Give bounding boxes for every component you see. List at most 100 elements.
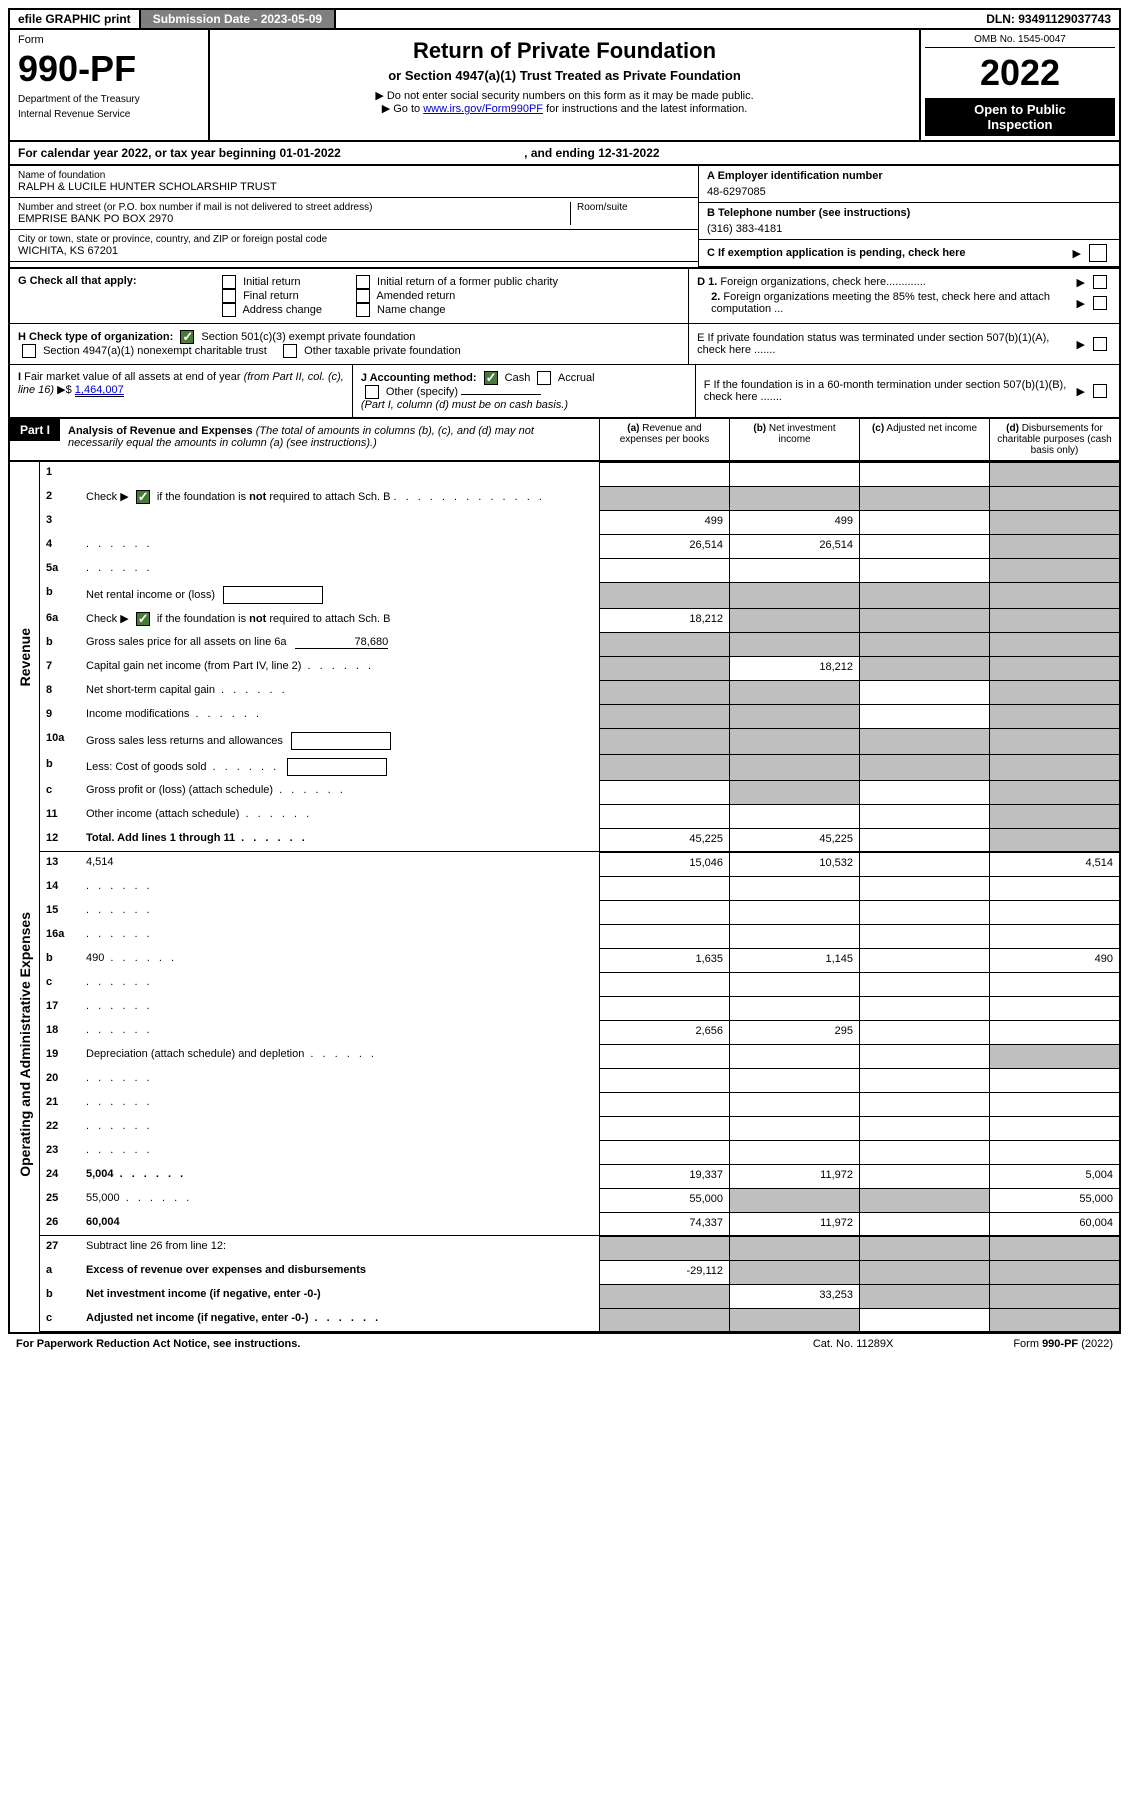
table-row: 9Income modifications . . . . . . — [40, 704, 1119, 728]
exemption-checkbox[interactable] — [1089, 244, 1107, 262]
table-row: b490 . . . . . .1,6351,145490 — [40, 948, 1119, 972]
line-description: Net investment income (if negative, ente… — [80, 1284, 599, 1308]
other-method-checkbox[interactable] — [365, 385, 379, 399]
value-cell: 10,532 — [729, 852, 859, 876]
form-subtitle: or Section 4947(a)(1) Trust Treated as P… — [218, 68, 911, 83]
line-number: 13 — [40, 852, 80, 876]
value-cell — [989, 462, 1119, 486]
value-cell — [599, 656, 729, 680]
value-cell: 11,972 — [729, 1212, 859, 1235]
efile-label: efile GRAPHIC print — [10, 10, 139, 28]
value-cell — [729, 582, 859, 608]
value-cell — [989, 1068, 1119, 1092]
line-description: Adjusted net income (if negative, enter … — [80, 1308, 599, 1331]
value-cell — [729, 486, 859, 510]
d1-checkbox[interactable] — [1093, 275, 1107, 289]
value-cell — [729, 1116, 859, 1140]
value-cell: 33,253 — [729, 1284, 859, 1308]
accrual-checkbox[interactable] — [537, 371, 551, 385]
4947-checkbox[interactable] — [22, 344, 36, 358]
value-cell — [989, 876, 1119, 900]
col-a-head: (a) Revenue and expenses per books — [599, 419, 729, 460]
line-description: 5,004 . . . . . . — [80, 1164, 599, 1188]
value-cell — [989, 828, 1119, 851]
table-row: c . . . . . . — [40, 972, 1119, 996]
line-number: a — [40, 1260, 80, 1284]
initial-return-checkbox[interactable] — [222, 275, 236, 289]
value-cell — [989, 804, 1119, 828]
revenue-side-label: Revenue — [17, 628, 33, 686]
value-cell — [989, 534, 1119, 558]
line-description: . . . . . . — [80, 1092, 599, 1116]
line-description: Net rental income or (loss) — [80, 582, 599, 608]
line-number: b — [40, 754, 80, 780]
cash-checkbox[interactable] — [484, 371, 498, 385]
e-label: E If private foundation status was termi… — [697, 332, 1072, 356]
value-cell — [989, 558, 1119, 582]
value-cell — [729, 900, 859, 924]
value-cell — [989, 1140, 1119, 1164]
line-number: 27 — [40, 1236, 80, 1260]
value-cell: 490 — [989, 948, 1119, 972]
value-cell — [989, 510, 1119, 534]
line-number: 18 — [40, 1020, 80, 1044]
table-row: bNet rental income or (loss) — [40, 582, 1119, 608]
value-cell: 26,514 — [729, 534, 859, 558]
f-label: F If the foundation is in a 60-month ter… — [704, 379, 1073, 403]
line-number: 16a — [40, 924, 80, 948]
line-description: . . . . . . — [80, 900, 599, 924]
table-row: 21 . . . . . . — [40, 1092, 1119, 1116]
table-row: 19Depreciation (attach schedule) and dep… — [40, 1044, 1119, 1068]
final-return-checkbox[interactable] — [222, 289, 236, 303]
fmv-value[interactable]: 1,464,007 — [75, 384, 124, 397]
line-number: c — [40, 780, 80, 804]
table-row: 16a . . . . . . — [40, 924, 1119, 948]
line-description — [80, 510, 599, 534]
table-row: 6aCheck ▶ if the foundation is not requi… — [40, 608, 1119, 632]
initial-former-checkbox[interactable] — [356, 275, 370, 289]
line-description: . . . . . . — [80, 1116, 599, 1140]
irs-link[interactable]: www.irs.gov/Form990PF — [423, 103, 543, 115]
address-change-checkbox[interactable] — [222, 303, 236, 317]
value-cell: 26,514 — [599, 534, 729, 558]
line-number: 9 — [40, 704, 80, 728]
line-number: 8 — [40, 680, 80, 704]
value-cell — [729, 1308, 859, 1331]
f-checkbox[interactable] — [1093, 384, 1107, 398]
value-cell — [989, 972, 1119, 996]
line-number: 6a — [40, 608, 80, 632]
value-cell — [729, 1260, 859, 1284]
value-cell: 18,212 — [729, 656, 859, 680]
value-cell — [859, 924, 989, 948]
value-cell — [729, 608, 859, 632]
line-number: 10a — [40, 728, 80, 754]
line-number: 21 — [40, 1092, 80, 1116]
value-cell — [989, 1308, 1119, 1331]
value-cell: 15,046 — [599, 852, 729, 876]
g-label: G Check all that apply: — [18, 275, 137, 287]
amended-return-checkbox[interactable] — [356, 289, 370, 303]
value-cell: 295 — [729, 1020, 859, 1044]
value-cell — [599, 754, 729, 780]
value-cell — [599, 1044, 729, 1068]
table-row: cGross profit or (loss) (attach schedule… — [40, 780, 1119, 804]
value-cell — [859, 680, 989, 704]
501c3-checkbox[interactable] — [180, 330, 194, 344]
line-description: Net short-term capital gain . . . . . . — [80, 680, 599, 704]
goto-note: ▶ Go to www.irs.gov/Form990PF for instru… — [218, 102, 911, 115]
line-description: Depreciation (attach schedule) and deple… — [80, 1044, 599, 1068]
line-number: 5a — [40, 558, 80, 582]
line-number: b — [40, 582, 80, 608]
value-cell — [729, 876, 859, 900]
value-cell — [599, 876, 729, 900]
other-taxable-checkbox[interactable] — [283, 344, 297, 358]
d2-checkbox[interactable] — [1093, 296, 1107, 310]
value-cell: 55,000 — [989, 1188, 1119, 1212]
value-cell: 74,337 — [599, 1212, 729, 1235]
e-checkbox[interactable] — [1093, 337, 1107, 351]
ein-label: A Employer identification number — [707, 170, 1111, 182]
value-cell — [599, 582, 729, 608]
value-cell — [859, 900, 989, 924]
value-cell — [599, 1236, 729, 1260]
name-change-checkbox[interactable] — [356, 303, 370, 317]
